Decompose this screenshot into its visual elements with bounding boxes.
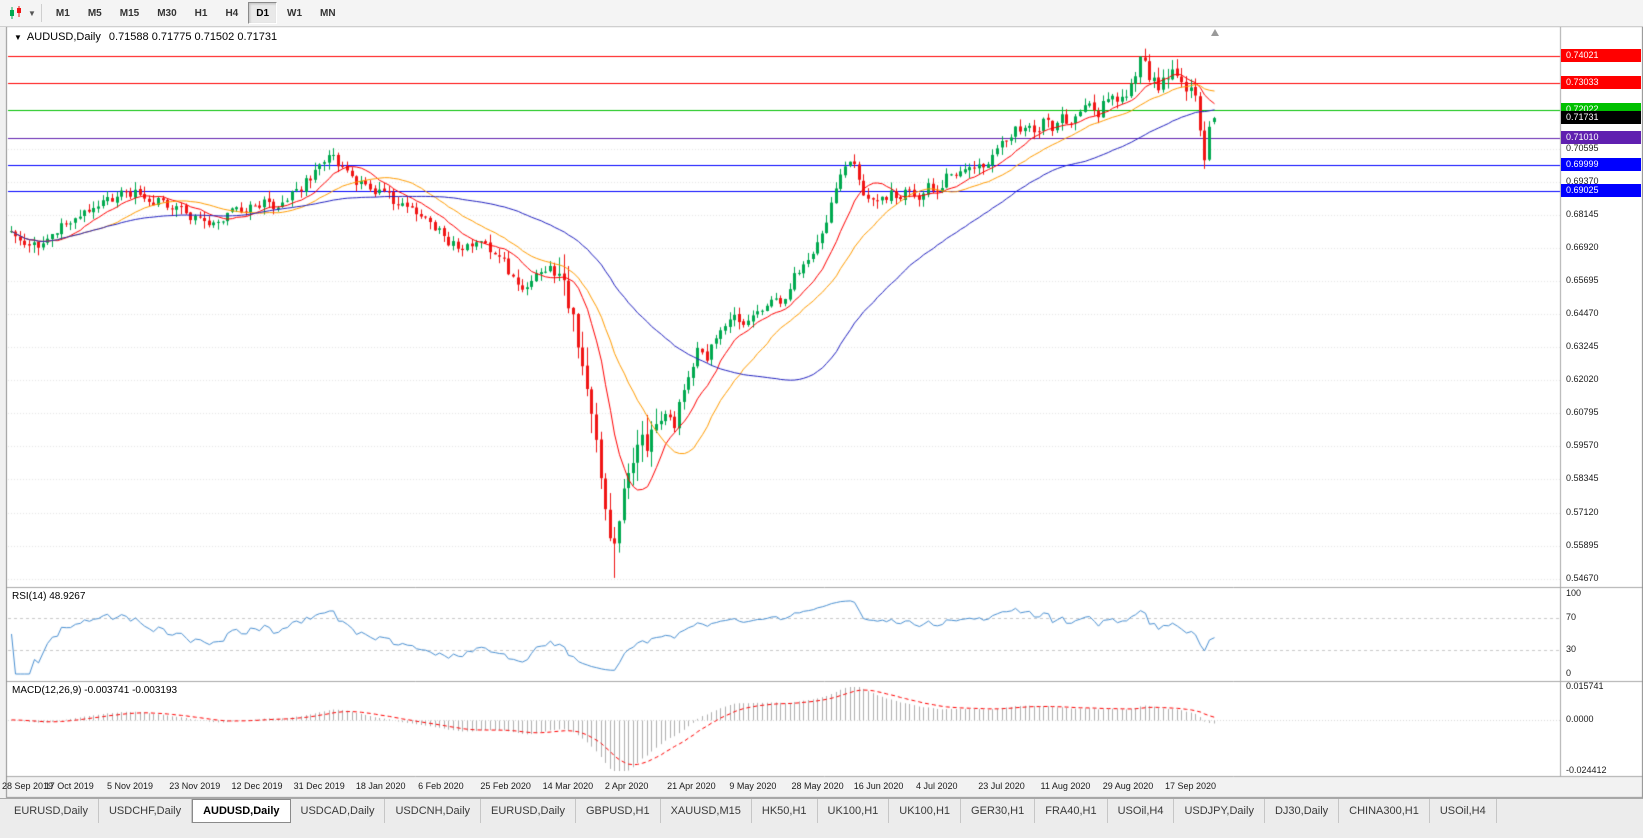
timeframe-button-M30[interactable]: M30 bbox=[157, 7, 177, 19]
chart-tab-usoil-h4[interactable]: USOil,H4 bbox=[1430, 799, 1497, 823]
chart-tab-china300-h1[interactable]: CHINA300,H1 bbox=[1339, 799, 1430, 823]
chart-title: ▼ AUDUSD,Daily 0.71588 0.71775 0.71502 0.7… bbox=[14, 31, 277, 43]
chart-tab-xauusd-m15[interactable]: XAUUSD,M15 bbox=[661, 799, 752, 823]
timeframe-button-M1[interactable]: M1 bbox=[55, 7, 70, 19]
chart-tab-dj30-daily[interactable]: DJ30,Daily bbox=[1265, 799, 1340, 823]
chart-tab-audusd-daily[interactable]: AUDUSD,Daily bbox=[192, 799, 291, 823]
status-strip bbox=[0, 822, 1643, 838]
chart-tab-usdcnh-daily[interactable]: USDCNH,Daily bbox=[385, 799, 482, 823]
shift-marker-icon[interactable] bbox=[1211, 29, 1219, 36]
timeframe-button-W1[interactable]: W1 bbox=[287, 7, 303, 19]
chart-symbol-label: AUDUSD,Daily bbox=[26, 31, 101, 43]
chart-tab-ger30-h1[interactable]: GER30,H1 bbox=[961, 799, 1036, 823]
timeframe-button-MN[interactable]: MN bbox=[320, 7, 336, 19]
toolbar-separator bbox=[40, 4, 42, 22]
candlestick-chart-icon[interactable] bbox=[5, 3, 27, 23]
chart-tab-uk100-h1[interactable]: UK100,H1 bbox=[889, 799, 962, 823]
rsi-indicator-label: RSI(14) 48.9267 bbox=[12, 591, 86, 602]
chart-tab-usoil-h4[interactable]: USOil,H4 bbox=[1108, 799, 1175, 823]
chart-tab-usdjpy-daily[interactable]: USDJPY,Daily bbox=[1174, 799, 1265, 823]
timeframe-button-D1[interactable]: D1 bbox=[248, 2, 278, 24]
top-toolbar: ▼ M1 M5 M15 M30 H1 H4 D1 W1 MN bbox=[0, 0, 1643, 27]
chart-tab-gbpusd-h1[interactable]: GBPUSD,H1 bbox=[576, 799, 661, 823]
chart-tab-hk50-h1[interactable]: HK50,H1 bbox=[752, 799, 818, 823]
timeframe-buttons: M1 M5 M15 M30 H1 H4 D1 W1 MN bbox=[47, 2, 345, 24]
chart-tab-eurusd-daily[interactable]: EURUSD,Daily bbox=[481, 799, 576, 823]
chart-tab-uk100-h1[interactable]: UK100,H1 bbox=[818, 799, 890, 823]
chart-ohlc-values: 0.71588 0.71775 0.71502 0.71731 bbox=[108, 31, 278, 43]
chart-tab-eurusd-daily[interactable]: EURUSD,Daily bbox=[4, 799, 99, 823]
collapse-arrow-icon: ▼ bbox=[14, 33, 22, 42]
macd-indicator-label: MACD(12,26,9) -0.003741 -0.003193 bbox=[12, 685, 178, 696]
chart-tab-fra40-h1[interactable]: FRA40,H1 bbox=[1035, 799, 1108, 823]
bottom-tab-bar: EURUSD,Daily USDCHF,Daily AUDUSD,Daily USDC… bbox=[0, 798, 1643, 823]
timeframe-button-M15[interactable]: M15 bbox=[119, 7, 140, 19]
chart-tab-usdcad-daily[interactable]: USDCAD,Daily bbox=[291, 799, 386, 823]
chart-tab-usdchf-daily[interactable]: USDCHF,Daily bbox=[99, 799, 193, 823]
timeframe-button-H4[interactable]: H4 bbox=[225, 7, 239, 19]
timeframe-button-H1[interactable]: H1 bbox=[194, 7, 208, 19]
chevron-down-icon[interactable]: ▼ bbox=[28, 8, 36, 18]
timeframe-button-M5[interactable]: M5 bbox=[87, 7, 102, 19]
candlestick-glyph bbox=[10, 6, 21, 19]
